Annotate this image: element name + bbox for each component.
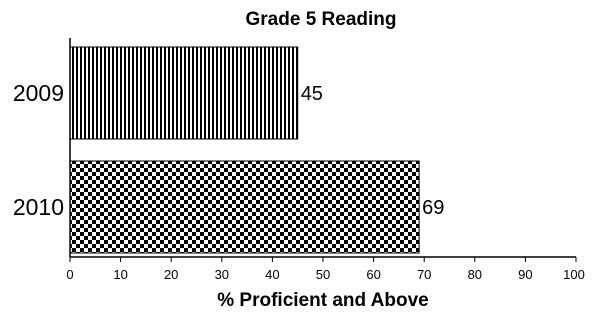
category-label-2009: 2009: [13, 80, 64, 106]
x-tick-label-80: 80: [468, 267, 482, 282]
x-tick-label-0: 0: [66, 267, 73, 282]
x-tick-label-40: 40: [265, 267, 279, 282]
x-tick-label-10: 10: [113, 267, 127, 282]
chart-title: Grade 5 Reading: [246, 9, 397, 30]
x-tick-label-50: 50: [316, 267, 330, 282]
x-tick-label-100: 100: [563, 267, 585, 282]
x-tick-label-70: 70: [417, 267, 431, 282]
category-label-2010: 2010: [13, 194, 64, 220]
bar-2009: [69, 46, 299, 140]
x-tick-label-90: 90: [518, 267, 532, 282]
x-ticks: 0 10 20 30 40 50 60 70 80 90 100: [66, 257, 585, 282]
bars-layer: 2009 45 2010 69: [13, 46, 444, 254]
x-tick-label-60: 60: [366, 267, 380, 282]
bar-2010: [69, 160, 420, 254]
data-label-2009: 45: [301, 83, 323, 105]
x-axis-label: % Proficient and Above: [217, 290, 429, 311]
x-tick-label-20: 20: [164, 267, 178, 282]
x-tick-label-30: 30: [215, 267, 229, 282]
data-label-2010: 69: [422, 197, 444, 219]
